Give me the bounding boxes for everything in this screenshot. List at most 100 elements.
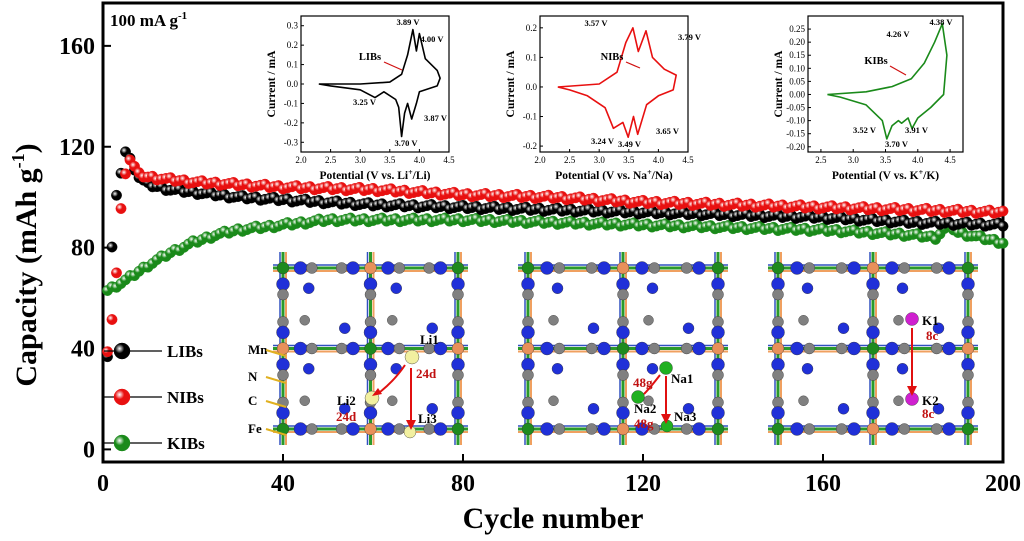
c-atom: [387, 395, 398, 406]
c-atom: [893, 315, 904, 326]
inset-x-tick-label: 3.5: [384, 155, 396, 165]
n-atom: [346, 341, 360, 356]
metal-atom: [711, 261, 725, 275]
c-atom: [930, 342, 943, 355]
metal-atom: [771, 342, 785, 355]
inset-y-tick-label: 0.0: [526, 82, 538, 92]
peak-label: 3.25 V: [353, 97, 377, 107]
inset-x-tick-label: 2.5: [325, 155, 337, 165]
series-NIBs: [102, 154, 1009, 358]
metal-atom: [364, 342, 377, 355]
atom-pointer: [265, 400, 287, 408]
n-atom: [801, 282, 814, 294]
inset-x-tick-label: 3.5: [880, 155, 892, 165]
n-atom: [866, 357, 880, 372]
c-atom: [962, 369, 974, 381]
inset-x-tick-label: 4.5: [682, 155, 694, 165]
peak-label: 3.79 V: [678, 32, 702, 42]
c-atom: [680, 342, 693, 355]
inset-y-tick-label: 0.00: [789, 89, 805, 99]
legend: LIBs NIBs KIBs: [104, 342, 205, 453]
inset-y-tick-label: -0.15: [786, 129, 805, 139]
n-atom: [346, 422, 360, 436]
n-atom: [293, 261, 308, 275]
n-atom: [426, 322, 438, 334]
peak-label: 3.91 V: [905, 125, 929, 135]
c-atom: [648, 342, 661, 355]
c-atom: [930, 423, 943, 435]
metal-atom: [961, 261, 975, 275]
inset-y-tick-label: -0.2: [284, 118, 298, 128]
y-tick-label: 120: [59, 135, 95, 161]
structure-libs: Mn NC Fe Li1 Li2 Li3 24d 24d: [248, 252, 468, 445]
n-atom: [363, 277, 378, 291]
data-point: [106, 241, 118, 253]
series-KIBs: [102, 212, 1009, 296]
n-atom: [942, 422, 956, 436]
c-atom: [803, 262, 816, 274]
inset-y-tick-label: 0.2: [526, 23, 537, 33]
n-atom: [711, 357, 725, 372]
c-atom: [393, 262, 406, 274]
inset-y-tick-label: -0.3: [284, 137, 299, 147]
inset-x-tick-label: 3.5: [623, 155, 635, 165]
na-ion: [659, 361, 673, 375]
inset-x-tick-label: 2.5: [564, 155, 576, 165]
label-arrow: [625, 61, 641, 69]
n-atom: [837, 403, 850, 415]
n-atom: [711, 406, 725, 420]
na-ion: [631, 390, 645, 404]
inset-y-tick-label: 0.05: [789, 76, 805, 86]
metal-atom: [521, 422, 535, 436]
metal-atom: [364, 422, 377, 436]
data-series: [102, 146, 1009, 363]
n-atom: [692, 341, 706, 356]
inset-series-label: NIBs: [601, 52, 624, 63]
n-atom: [847, 261, 861, 275]
inset-x-tick-label: 4.0: [912, 155, 924, 165]
cv-curve: [827, 23, 948, 140]
n-atom: [381, 341, 395, 356]
inset-x-title: Potential (V vs. Na+/Na): [555, 168, 673, 182]
metal-atom: [521, 261, 535, 275]
n-atom: [597, 341, 611, 356]
n-atom: [682, 403, 695, 415]
peak-label: 3.70 V: [395, 138, 419, 148]
peak-label: 3.52 V: [853, 125, 877, 135]
peak-label: 4.00 V: [421, 34, 445, 44]
n-atom: [381, 422, 395, 436]
metal-atom: [866, 261, 880, 275]
n-atom: [711, 325, 725, 340]
inset-y-tick-label: 0.25: [789, 24, 805, 34]
n-atom: [587, 322, 600, 334]
n-atom: [451, 325, 465, 340]
site-label: 8c: [922, 406, 935, 421]
n-atom: [866, 406, 880, 420]
n-atom: [885, 422, 899, 436]
inset-x-tick-label: 2.0: [295, 155, 307, 165]
n-atom: [682, 322, 695, 334]
plot-frame: [101, 1, 1005, 464]
inset-y-tick-label: -0.10: [786, 116, 805, 126]
c-atom: [898, 262, 911, 274]
n-atom: [885, 341, 899, 356]
c-atom: [306, 342, 318, 355]
inset-frame: [807, 15, 964, 153]
c-atom: [335, 342, 348, 355]
peak-label: 3.49 V: [618, 139, 642, 149]
structure-nibs: Na1 Na2 Na3 48g 48g: [518, 252, 728, 445]
inset-x-tick-label: 4.5: [944, 155, 956, 165]
n-atom: [885, 261, 899, 275]
peak-label: 3.24 V: [591, 136, 615, 146]
c-atom: [585, 423, 598, 435]
c-atom: [553, 423, 566, 435]
atom-type-label: N: [248, 369, 258, 384]
metal-atom: [521, 342, 535, 355]
metal-atom: [961, 342, 975, 355]
n-atom: [932, 322, 945, 334]
atom-pointer: [265, 376, 287, 384]
k-ion: [905, 312, 919, 326]
n-atom: [551, 282, 564, 294]
peak-label: 3.89 V: [397, 17, 421, 27]
data-point: [111, 267, 122, 279]
